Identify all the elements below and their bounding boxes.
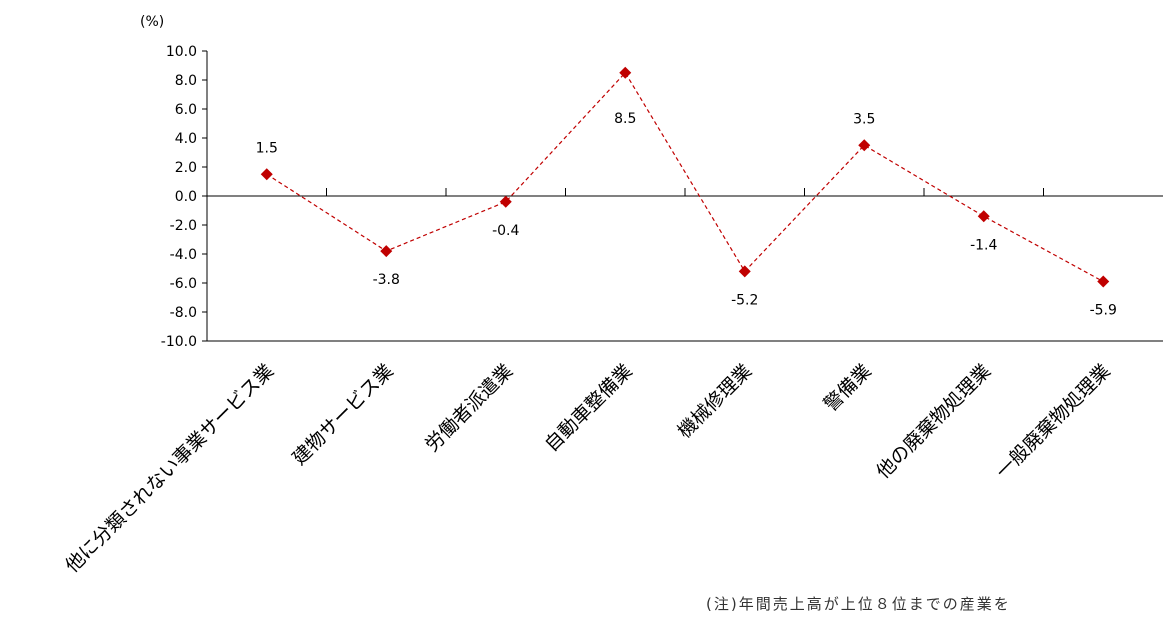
data-label: 1.5 [256,140,278,156]
data-point [619,66,632,79]
y-tick-label: 2.0 [175,160,197,176]
category-labels: 他に分類されない事業サービス業 建物サービス業 労働者派遣業 自動車整備業 機械修理業 警… [61,360,1115,577]
data-point [260,168,273,181]
category-label: 警備業 [820,360,876,416]
data-label: -0.4 [492,223,519,239]
series-line-path [266,71,1104,283]
y-tick-label: 6.0 [175,102,197,118]
data-label: -5.9 [1090,303,1117,319]
y-axis-ticks: 10.0 8.0 6.0 4.0 2.0 0.0 -2.0 -4.0 -6.0 -8.0 -10.0 [161,44,207,350]
y-tick-label: -4.0 [170,247,197,263]
category-label: 自動車整備業 [541,360,637,456]
data-point [738,265,751,278]
category-label: 他に分類されない事業サービス業 [61,360,278,577]
data-label: 8.5 [614,111,636,127]
data-markers [260,66,1110,288]
y-tick-label: 0.0 [175,189,197,205]
data-point [499,195,512,208]
category-label: 労働者派遣業 [421,360,517,456]
y-tick-label: -8.0 [170,305,197,321]
category-label: 一般廃棄物処理業 [992,360,1115,483]
y-tick-label: -2.0 [170,218,197,234]
y-tick-label: 10.0 [166,44,197,60]
data-labels: 1.5 -3.8 -0.4 8.5 -5.2 3.5 -1.4 -5.9 [256,111,1117,319]
y-tick-label: 8.0 [175,73,197,89]
category-label: 他の廃棄物処理業 [872,360,995,483]
y-tick-label: -6.0 [170,276,197,292]
footnote: (注)年間売上高が上位８位までの産業を [706,595,1011,613]
category-label: 建物サービス業 [288,360,398,470]
y-tick-label: -10.0 [161,334,197,350]
y-axis-unit-label: (%) [140,14,164,30]
data-label: -5.2 [731,292,758,308]
data-point [858,139,871,152]
data-label: -1.4 [970,237,997,253]
y-tick-label: 4.0 [175,131,197,147]
data-point [1097,275,1110,288]
data-point [380,245,393,258]
data-label: 3.5 [853,111,875,127]
data-label: -3.8 [373,272,400,288]
category-label: 機械修理業 [674,360,757,443]
series-line [266,71,1104,283]
x-axis-ticks [326,188,1044,196]
data-point [977,210,990,223]
